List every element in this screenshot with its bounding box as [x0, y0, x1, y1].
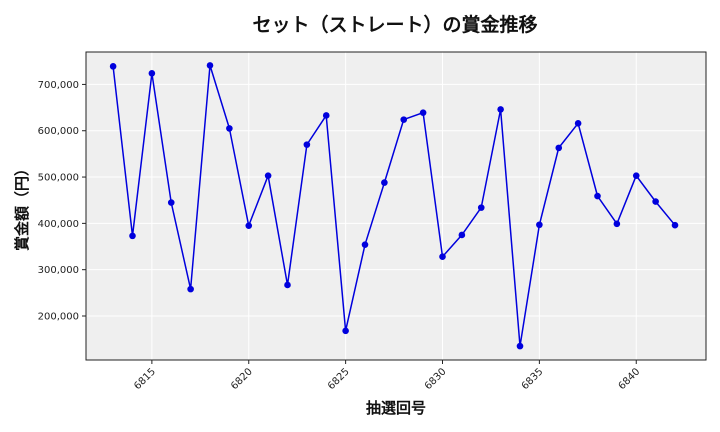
y-axis-ticks: 200,000 300,000 400,000 500,000 600,000 700,0… — [38, 80, 86, 323]
plot-area — [86, 52, 706, 360]
data-point — [226, 125, 233, 132]
data-point — [284, 281, 291, 289]
y-tick-label: 200,000 — [38, 312, 79, 323]
data-point — [613, 220, 621, 228]
grid-lines — [86, 52, 706, 360]
series-line — [112, 65, 676, 347]
x-tick-label: 6830 — [423, 366, 449, 392]
data-point — [148, 70, 156, 77]
data-point — [419, 109, 427, 116]
x-tick-label: 6835 — [520, 366, 546, 392]
data-point — [342, 327, 349, 335]
data-point — [458, 231, 466, 239]
data-point — [555, 144, 563, 152]
data-point — [245, 222, 253, 229]
data-point — [536, 221, 543, 229]
data-point — [303, 141, 311, 148]
data-point — [632, 172, 640, 179]
y-tick-label: 500,000 — [38, 173, 79, 184]
data-point — [109, 63, 117, 70]
data-point — [322, 112, 330, 119]
y-tick-label: 400,000 — [38, 219, 79, 230]
x-tick-label: 6815 — [132, 366, 158, 392]
data-point — [206, 62, 214, 69]
y-tick-label: 600,000 — [38, 126, 79, 137]
chart-title: セット（ストレート）の賞金推移 — [252, 13, 537, 36]
x-axis-label: 抽選回号 — [366, 399, 426, 417]
data-point — [129, 232, 136, 240]
data-point — [400, 116, 408, 123]
plot-frame — [85, 51, 707, 361]
data-point — [652, 198, 659, 205]
data-point — [439, 253, 446, 261]
x-tick-label: 6820 — [229, 366, 255, 392]
data-point — [381, 179, 388, 186]
data-point — [264, 172, 272, 179]
data-point — [361, 241, 369, 248]
data-point — [187, 285, 194, 293]
data-series — [109, 62, 679, 350]
data-point — [671, 221, 679, 229]
data-point — [167, 199, 175, 206]
x-tick-label: 6840 — [617, 366, 643, 392]
data-point — [477, 204, 485, 211]
x-tick-label: 6825 — [326, 366, 352, 392]
data-point — [516, 342, 524, 350]
data-point — [574, 120, 582, 127]
y-tick-label: 300,000 — [38, 265, 79, 276]
x-axis-ticks: 6815 6820 6825 6830 6835 6840 — [132, 360, 642, 392]
y-axis-label: 賞金額（円） — [13, 161, 31, 251]
y-tick-label: 700,000 — [38, 80, 79, 91]
data-point — [594, 192, 601, 200]
data-point — [497, 106, 504, 113]
